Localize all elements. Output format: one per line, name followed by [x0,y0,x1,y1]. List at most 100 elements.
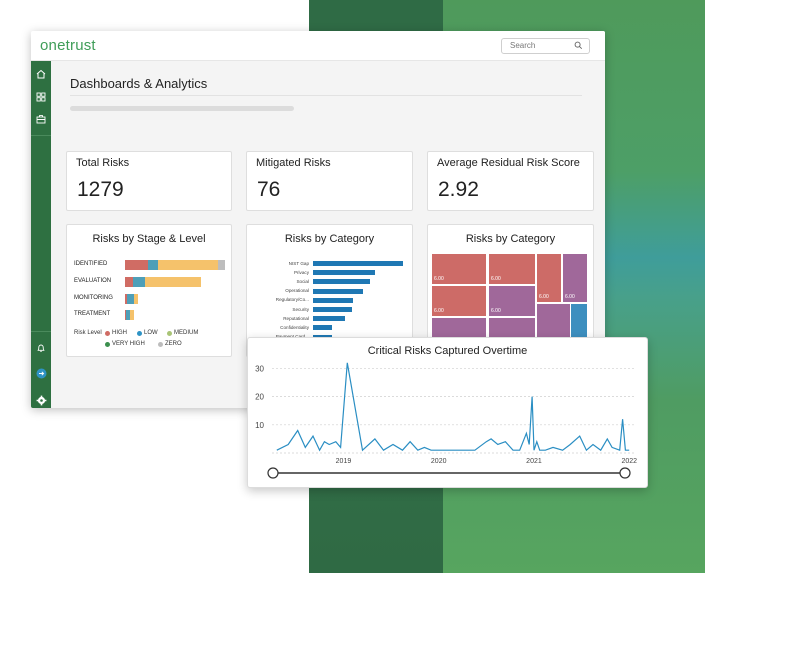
legend-label: VERY HIGH [112,341,145,347]
treemap-cell[interactable]: 6.00 [432,286,486,316]
top-bar: onetrust Search [31,31,605,61]
stage-bar-segment-high[interactable] [125,260,148,270]
stage-bar-segment-low[interactable] [126,310,130,320]
chart-title: Risks by Stage & Level [92,233,206,245]
legend-dot-medium [167,331,172,336]
category-label: Privacy [293,269,309,275]
kpi-card-mitigated-risks[interactable]: Mitigated Risks 76 [246,151,413,211]
title-divider [70,95,582,96]
treemap-cell-value: 6.00 [539,294,549,300]
kpi-label: Average Residual Risk Score [437,157,580,169]
range-slider-handle-end[interactable] [619,467,631,479]
legend-dot-low [137,331,142,336]
y-tick-label: 30 [255,364,264,373]
search-placeholder: Search [510,41,536,50]
treemap-cell-value: 6.00 [434,308,444,314]
treemap-cell-value: 6.00 [565,294,575,300]
category-bar[interactable] [313,325,332,331]
stage-label: TREATMENT [74,311,111,317]
treemap-cell-value: 6.00 [491,276,501,282]
category-bar[interactable] [313,279,370,285]
treemap-cell[interactable]: 6.00 [563,254,587,302]
x-tick-label: 2020 [431,458,447,465]
stage-bar-segment-medium[interactable] [158,260,218,270]
treemap-cell[interactable]: 6.00 [432,254,486,284]
stage-label: IDENTIFIED [74,261,108,267]
stage-bar-segment-low[interactable] [133,277,145,287]
y-tick-label: 10 [255,421,264,430]
legend-dot-high [105,331,110,336]
legend-dot-very-high [105,342,110,347]
kpi-value: 76 [257,178,281,201]
chart-card-risks-by-stage[interactable]: Risks by Stage & Level IDENTIFIED EVALUA… [66,224,232,357]
treemap-cell[interactable]: 6.00 [489,254,535,284]
series-line[interactable] [276,362,630,452]
legend-label: MEDIUM [174,330,199,336]
settings-icon[interactable] [35,394,47,406]
category-bar[interactable] [313,270,376,276]
sidebar-divider [31,331,51,332]
x-tick-label: 2022 [621,458,637,465]
kpi-label: Mitigated Risks [256,157,331,169]
stage-bar-segment-medium[interactable] [145,277,201,287]
onetrust-logo[interactable]: onetrust [40,37,96,54]
category-bar[interactable] [313,316,345,322]
category-bar[interactable] [313,288,364,294]
briefcase-icon[interactable] [35,113,47,125]
category-label: Security [292,306,309,312]
sidebar [31,61,51,408]
category-bar[interactable] [313,261,403,266]
stage-bar-segment-high[interactable] [125,310,126,320]
horizontal-scrollbar[interactable] [70,106,294,111]
search-input[interactable]: Search [501,38,590,54]
category-label: NIST Gap [288,260,309,266]
kpi-label: Total Risks [76,157,130,169]
category-label: Confidentiality [280,324,309,330]
stage-label: EVALUATION [74,278,112,284]
stage-label: MONITORING [74,295,113,301]
chart-title: Risks by Category [284,233,375,245]
y-tick-label: 20 [255,393,264,402]
legend-title: Risk Level [74,330,102,336]
legend-label: ZERO [165,341,182,347]
arrow-right-circle-icon[interactable] [35,367,47,379]
legend-dot-zero [158,342,163,347]
stage-bar-segment-low[interactable] [127,294,134,304]
stage-bar-segment-high[interactable] [125,294,127,304]
treemap-cell-value: 6.00 [491,308,501,314]
treemap-cell[interactable]: 6.00 [489,286,535,316]
stage-bar-segment-medium[interactable] [134,294,138,304]
grid-icon[interactable] [35,91,47,103]
chart-card-risks-by-category-bar[interactable]: Risks by Category NIST Gap Privacy Social O… [246,224,413,357]
bell-icon[interactable] [35,342,47,354]
stage-bar-segment-medium[interactable] [130,310,134,320]
x-tick-label: 2021 [526,458,542,465]
kpi-value: 1279 [77,178,124,201]
range-slider-handle-start[interactable] [267,467,279,479]
stage-bar-segment-high[interactable] [125,277,133,287]
chart-title: Risks by Category [465,233,556,245]
category-label: Regulatory/Co... [275,297,309,303]
category-label: Operational [285,288,309,294]
kpi-value: 2.92 [438,178,479,201]
chart-title: Critical Risks Captured Overtime [367,345,528,357]
category-bar[interactable] [313,297,353,303]
category-label: Payment Card... [249,334,309,339]
category-label: Social [296,278,309,284]
chart-card-critical-risks-overtime[interactable]: Critical Risks Captured Overtime 30 20 10 2… [247,337,648,488]
line-chart: 30 20 10 2019 2020 2021 2022 [255,362,637,479]
kpi-card-total-risks[interactable]: Total Risks 1279 [66,151,232,211]
category-bar[interactable] [313,307,352,312]
stage-bar-segment-low[interactable] [148,260,158,270]
category-label: Reputational [283,315,309,321]
search-icon[interactable] [574,41,583,50]
stage-bar-segment-zero[interactable] [218,260,225,270]
treemap-cell[interactable]: 6.00 [537,254,561,302]
treemap-cell-value: 6.00 [434,276,444,282]
home-icon[interactable] [35,68,47,80]
legend-label: HIGH [112,330,127,336]
kpi-card-average-residual-risk[interactable]: Average Residual Risk Score 2.92 [427,151,594,211]
page-title: Dashboards & Analytics [70,76,208,91]
x-tick-label: 2019 [336,458,352,465]
